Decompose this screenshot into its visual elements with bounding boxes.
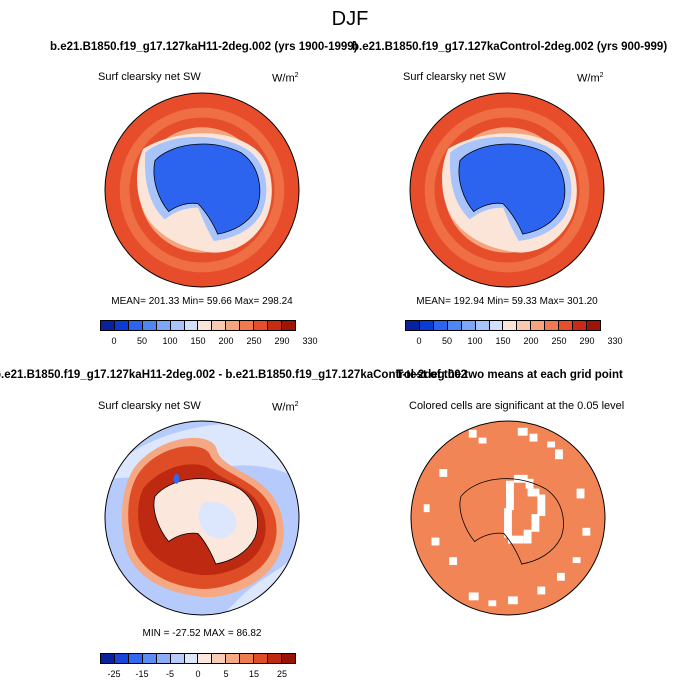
case-title-bottom-left: b.e21.B1850.f19_g17.127kaH11-2deg.002 - … xyxy=(0,369,468,381)
colorbar-cell xyxy=(461,321,476,330)
map-top-left xyxy=(104,92,300,288)
colorbar-label: 200 xyxy=(218,336,234,346)
colorbar-cell xyxy=(142,321,157,330)
colorbar-label: 330 xyxy=(607,336,623,346)
colorbar-label: -5 xyxy=(165,669,175,679)
colorbar-cell xyxy=(226,321,241,330)
colorbar-cell xyxy=(170,654,185,663)
colorbar-cell xyxy=(212,321,227,330)
colorbar-label: 250 xyxy=(246,336,262,346)
colorbar-cell xyxy=(531,321,546,330)
colorbar-cell xyxy=(128,654,143,663)
colorbar-cell xyxy=(268,321,282,330)
colorbar-cell xyxy=(101,321,115,330)
map-top-right xyxy=(409,92,605,288)
colorbar-cell xyxy=(142,654,157,663)
units-top-left: W/m2 xyxy=(272,72,299,85)
colorbar-cell xyxy=(128,321,143,330)
colorbar-label: 25 xyxy=(276,669,288,679)
colorbar-labels-bottom-left: -25 -15 -5 0 5 15 25 xyxy=(100,669,296,681)
colorbar-cell xyxy=(559,321,574,330)
colorbar-cell xyxy=(114,321,129,330)
colorbar-cell xyxy=(268,654,282,663)
colorbar-cell xyxy=(240,321,255,330)
colorbar-cell xyxy=(156,654,171,663)
colorbar-label: 100 xyxy=(162,336,178,346)
colorbar-cell xyxy=(156,321,171,330)
units-top-right: W/m2 xyxy=(577,72,604,85)
colorbar-labels-top-left: 0 50 100 150 200 250 290 330 xyxy=(100,336,317,348)
colorbar-cell xyxy=(240,654,255,663)
colorbar-label: 50 xyxy=(441,336,453,346)
colorbar-cell xyxy=(419,321,434,330)
colorbar-cell xyxy=(573,321,587,330)
case-title-bottom-right: T-test of the two means at each grid poi… xyxy=(396,369,623,381)
variable-label-top-left: Surf clearsky net SW xyxy=(98,71,201,83)
colorbar-label: 200 xyxy=(523,336,539,346)
colorbar-cell xyxy=(198,321,213,330)
colorbar-cell xyxy=(545,321,560,330)
colorbar-cell xyxy=(254,321,269,330)
units-bottom-left: W/m2 xyxy=(272,401,299,414)
colorbar-label: 150 xyxy=(190,336,206,346)
colorbar-label: 15 xyxy=(248,669,260,679)
colorbar-label: 50 xyxy=(136,336,148,346)
variable-label-bottom-left: Surf clearsky net SW xyxy=(98,400,201,412)
figure-title: DJF xyxy=(331,8,369,30)
colorbar-cell xyxy=(489,321,504,330)
colorbar-cell xyxy=(447,321,462,330)
colorbar-label: 0 xyxy=(195,669,201,679)
colorbar-cell xyxy=(170,321,185,330)
colorbar-cell xyxy=(281,654,295,663)
colorbar-label: -25 xyxy=(107,669,121,679)
colorbar-label: -15 xyxy=(135,669,149,679)
colorbar-cell xyxy=(184,654,199,663)
colorbar-cell xyxy=(517,321,532,330)
colorbar-top-left xyxy=(100,320,296,331)
colorbar-cell xyxy=(101,654,115,663)
map-bottom-right xyxy=(410,420,606,616)
colorbar-cell xyxy=(254,654,269,663)
colorbar-label: 290 xyxy=(579,336,595,346)
significance-label: Colored cells are significant at the 0.0… xyxy=(409,400,625,412)
stats-top-left: MEAN= 201.33 Min= 59.66 Max= 298.24 xyxy=(111,296,293,307)
stats-top-right: MEAN= 192.94 Min= 59.33 Max= 301.20 xyxy=(416,296,598,307)
map-bottom-left xyxy=(104,420,300,616)
colorbar-bottom-left xyxy=(100,653,296,664)
colorbar-label: 100 xyxy=(467,336,483,346)
variable-label-top-right: Surf clearsky net SW xyxy=(403,71,506,83)
colorbar-top-right xyxy=(405,320,601,331)
colorbar-cell xyxy=(475,321,490,330)
colorbar-label: 290 xyxy=(274,336,290,346)
colorbar-label: 150 xyxy=(495,336,511,346)
colorbar-cell xyxy=(114,654,129,663)
colorbar-cell xyxy=(406,321,420,330)
colorbar-cell xyxy=(212,654,227,663)
colorbar-label: 330 xyxy=(302,336,318,346)
colorbar-label: 0 xyxy=(111,336,117,346)
stats-bottom-left: MIN = -27.52 MAX = 86.82 xyxy=(142,628,262,639)
colorbar-labels-top-right: 0 50 100 150 200 250 290 330 xyxy=(405,336,622,348)
colorbar-cell xyxy=(433,321,448,330)
colorbar-cell xyxy=(503,321,518,330)
colorbar-cell xyxy=(198,654,213,663)
colorbar-label: 0 xyxy=(416,336,422,346)
colorbar-cell xyxy=(184,321,199,330)
colorbar-label: 5 xyxy=(223,669,229,679)
colorbar-cell xyxy=(281,321,295,330)
case-title-top-left: b.e21.B1850.f19_g17.127kaH11-2deg.002 (y… xyxy=(50,41,358,53)
colorbar-cell xyxy=(226,654,241,663)
colorbar-cell xyxy=(586,321,600,330)
colorbar-label: 250 xyxy=(551,336,567,346)
case-title-top-right: b.e21.B1850.f19_g17.127kaControl-2deg.00… xyxy=(352,41,668,53)
